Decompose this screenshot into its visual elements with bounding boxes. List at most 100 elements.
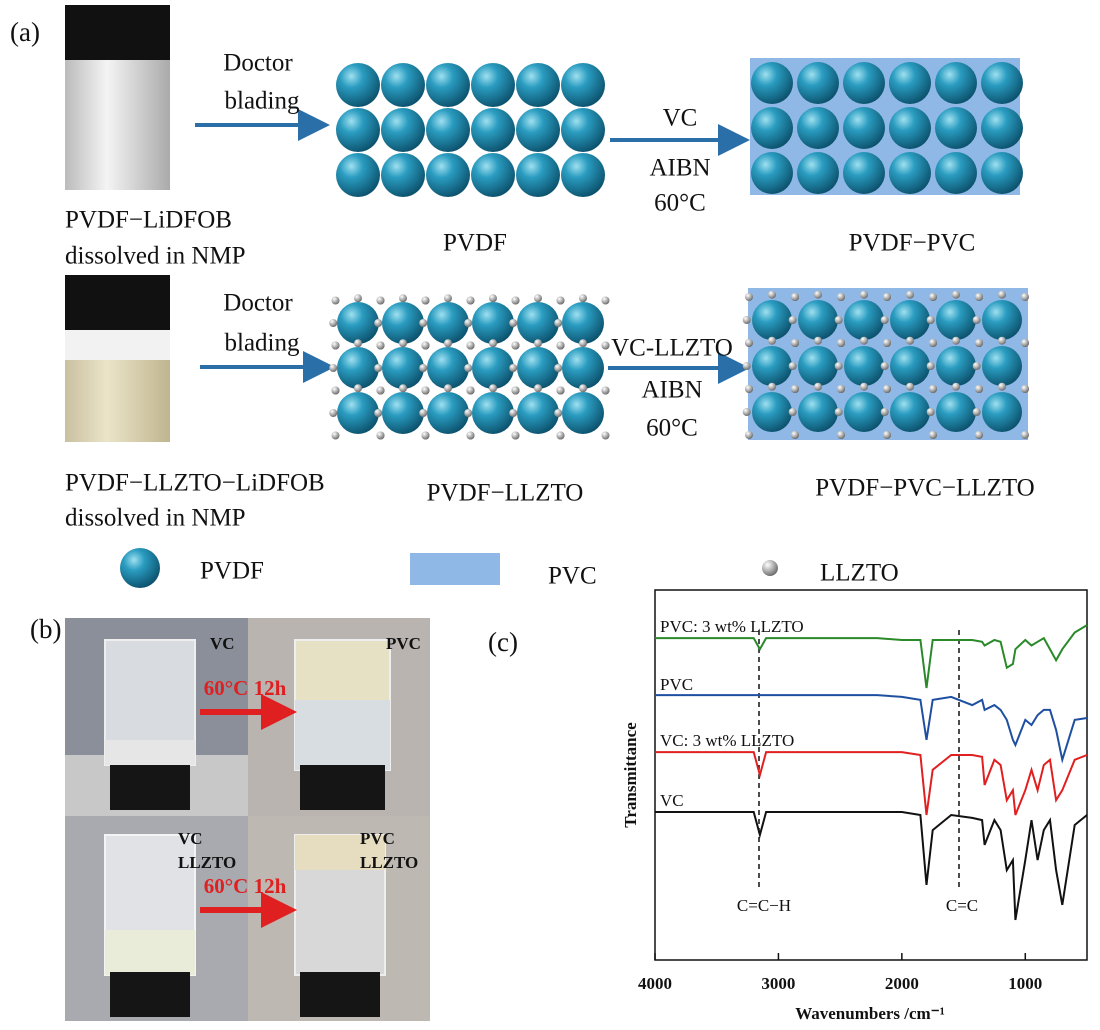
x-tick-label: 4000 bbox=[638, 974, 672, 993]
llzto-particle bbox=[374, 364, 383, 372]
pvdf-sphere bbox=[890, 392, 930, 432]
llzto-particle bbox=[421, 296, 430, 305]
pvdf-sphere bbox=[427, 347, 469, 389]
llzto-particle bbox=[883, 293, 891, 301]
llzto-particle bbox=[444, 339, 452, 348]
series-label: PVC bbox=[660, 675, 693, 694]
llzto-particle bbox=[926, 316, 935, 324]
plot-frame bbox=[654, 589, 1088, 961]
pvdf-sphere bbox=[752, 392, 792, 432]
pvdf-sphere bbox=[981, 62, 1023, 104]
pvdf-sphere bbox=[561, 63, 605, 107]
llzto-particle bbox=[788, 408, 797, 416]
pvdf-sphere bbox=[471, 153, 515, 197]
llzto-particle bbox=[745, 431, 753, 439]
llzto-particle bbox=[860, 290, 868, 299]
llzto-particle bbox=[834, 316, 843, 324]
pvdf-sphere bbox=[382, 347, 424, 389]
llzto-particle bbox=[601, 341, 610, 350]
llzto-particle bbox=[972, 362, 981, 370]
llzto-particle bbox=[464, 364, 473, 372]
llzto-particle bbox=[511, 386, 520, 395]
photo bbox=[65, 816, 430, 1021]
pvdf-sphere bbox=[561, 108, 605, 152]
llzto-particle bbox=[331, 386, 340, 395]
pvdf-sphere bbox=[471, 63, 515, 107]
x-tick-label: 3000 bbox=[761, 974, 795, 993]
pvdf-sphere bbox=[472, 302, 514, 344]
llzto-particle bbox=[376, 296, 385, 305]
pvdf-sphere bbox=[844, 392, 884, 432]
y-axis-label: Transmittance bbox=[621, 722, 640, 828]
llzto-particle bbox=[880, 362, 889, 370]
llzto-particle bbox=[860, 336, 868, 345]
llzto-particle bbox=[556, 431, 565, 440]
llzto-particle bbox=[834, 362, 843, 370]
llzto-particle bbox=[768, 336, 776, 345]
llzto-particle bbox=[791, 339, 799, 347]
pvdf-sphere bbox=[797, 152, 839, 194]
llzto-particle bbox=[883, 385, 891, 393]
llzto-particle bbox=[579, 339, 587, 348]
photo-label: LLZTO bbox=[360, 853, 418, 872]
llzto-particle bbox=[329, 364, 338, 372]
pvdf-sphere bbox=[935, 62, 977, 104]
llzto-particle bbox=[929, 293, 937, 301]
llzto-particle bbox=[511, 341, 520, 350]
pvdf-sphere bbox=[982, 392, 1022, 432]
pvdf-sphere bbox=[798, 392, 838, 432]
pvdf-sphere bbox=[751, 107, 793, 149]
series-label: VC bbox=[660, 791, 684, 810]
llzto-particle bbox=[906, 336, 914, 345]
llzto-particle bbox=[1021, 385, 1029, 393]
panel-label: (c) bbox=[488, 627, 518, 657]
panel-label: (b) bbox=[30, 614, 61, 644]
pvdf-sphere bbox=[889, 62, 931, 104]
llzto-particle bbox=[1021, 339, 1029, 347]
llzto-particle bbox=[419, 409, 428, 417]
legend-symbol bbox=[410, 553, 500, 585]
legend-label: PVC bbox=[548, 563, 597, 590]
pvdf-sphere bbox=[982, 300, 1022, 340]
llzto-particle bbox=[509, 319, 518, 327]
pvdf-sphere bbox=[381, 108, 425, 152]
pvdf-sphere bbox=[798, 346, 838, 386]
pvdf-sphere bbox=[752, 346, 792, 386]
pvdf-sphere bbox=[427, 302, 469, 344]
pvdf-sphere bbox=[843, 62, 885, 104]
pvdf-sphere bbox=[427, 392, 469, 434]
llzto-particle bbox=[556, 296, 565, 305]
source-label: dissolved in NMP bbox=[65, 243, 246, 270]
llzto-particle bbox=[1021, 431, 1029, 439]
llzto-particle bbox=[742, 408, 751, 416]
source-label: PVDF−LiDFOB bbox=[65, 207, 232, 234]
step-text: VC bbox=[663, 105, 698, 132]
pvdf-sphere bbox=[381, 63, 425, 107]
llzto-particle bbox=[329, 319, 338, 327]
photo-label: PVC bbox=[360, 829, 395, 848]
llzto-particle bbox=[534, 294, 542, 303]
annotation: C=C−H bbox=[737, 896, 791, 915]
pvdf-sphere bbox=[935, 152, 977, 194]
spectrum bbox=[655, 694, 1088, 764]
pvdf-sphere bbox=[935, 107, 977, 149]
llzto-particle bbox=[399, 339, 407, 348]
llzto-particle bbox=[837, 385, 845, 393]
llzto-particle bbox=[883, 339, 891, 347]
pvdf-sphere bbox=[936, 392, 976, 432]
pvdf-sphere bbox=[889, 107, 931, 149]
pvdf-sphere bbox=[751, 62, 793, 104]
pvdf-sphere bbox=[844, 300, 884, 340]
llzto-particle bbox=[554, 319, 563, 327]
llzto-particle bbox=[880, 408, 889, 416]
pvdf-sphere bbox=[798, 300, 838, 340]
llzto-particle bbox=[1021, 293, 1029, 301]
pvdf-sphere bbox=[336, 108, 380, 152]
photo-label: VC bbox=[178, 829, 203, 848]
llzto-particle bbox=[906, 290, 914, 299]
llzto-particle bbox=[929, 431, 937, 439]
pvdf-sphere bbox=[472, 347, 514, 389]
spectrum bbox=[655, 751, 1088, 816]
step-text: 60°C bbox=[654, 190, 706, 217]
